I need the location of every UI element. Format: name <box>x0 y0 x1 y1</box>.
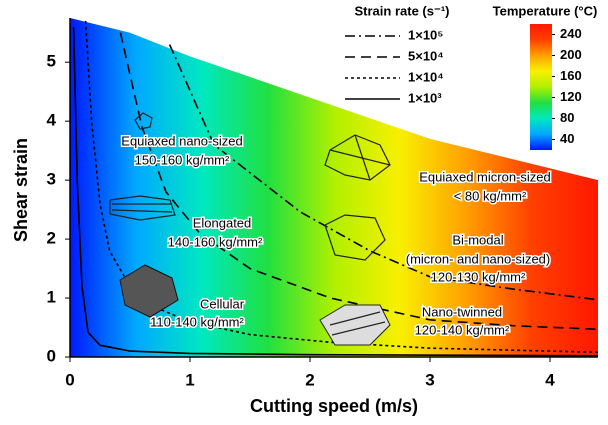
annotation: Bi-modal <box>452 232 503 247</box>
annotation: Equiaxed nano-sized <box>121 133 242 148</box>
temperature-surface <box>70 18 598 357</box>
colorbar-label: Temperature (°C) <box>493 3 598 18</box>
legend-label: 5×10⁴ <box>408 48 444 63</box>
y-tick-label: 5 <box>47 52 56 71</box>
annotation: < 80 kg/mm² <box>454 188 527 203</box>
colorbar-tick-label: 240 <box>560 26 582 41</box>
annotation: (micron- and nano-sized) <box>406 251 551 266</box>
colorbar-tick-label: 80 <box>560 110 574 125</box>
x-tick-label: 4 <box>545 370 555 389</box>
y-tick-label: 2 <box>47 229 56 248</box>
annotation: 110-140 kg/mm² <box>150 314 244 329</box>
strain-rate-line <box>119 32 599 331</box>
y-tick-label: 1 <box>47 288 56 307</box>
annotation: 150-160 kg/mm² <box>135 152 230 167</box>
annotation: Elongated <box>193 215 252 230</box>
annotation: 120-140 kg/mm² <box>415 322 510 337</box>
strain-rate-line <box>72 26 599 357</box>
colorbar-tick-label: 200 <box>560 47 582 62</box>
annotation: Equiaxed micron-sized <box>419 169 551 184</box>
x-tick-label: 3 <box>425 370 434 389</box>
x-tick-label: 1 <box>185 370 194 389</box>
y-tick-label: 4 <box>47 111 57 130</box>
x-tick-label: 0 <box>65 370 74 389</box>
legend-label: 1×10⁵ <box>408 27 443 42</box>
y-axis-label: Shear strain <box>11 138 31 242</box>
colorbar <box>530 24 552 150</box>
legend-label: 1×10⁴ <box>408 69 444 84</box>
annotation: Cellular <box>200 296 245 311</box>
legend-title: Strain rate (s⁻¹) <box>355 3 450 18</box>
x-tick-label: 2 <box>305 370 314 389</box>
colorbar-tick-label: 160 <box>560 68 582 83</box>
microstructure-icons <box>109 112 391 346</box>
annotation: Nano-twinned <box>422 304 502 319</box>
strain-rate-line <box>168 44 599 301</box>
x-axis-label: Cutting speed (m/s) <box>250 396 418 416</box>
legend-label: 1×10³ <box>408 90 442 105</box>
y-tick-label: 0 <box>47 346 56 365</box>
annotation: 140-160 kg/mm² <box>168 234 263 249</box>
y-tick-label: 3 <box>47 170 56 189</box>
colorbar-tick-label: 40 <box>560 131 574 146</box>
colorbar-tick-label: 120 <box>560 89 582 104</box>
annotation: 120-130 kg/mm² <box>431 269 526 284</box>
